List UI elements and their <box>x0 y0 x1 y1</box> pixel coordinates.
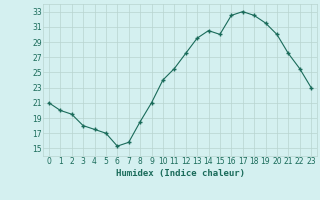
X-axis label: Humidex (Indice chaleur): Humidex (Indice chaleur) <box>116 169 244 178</box>
